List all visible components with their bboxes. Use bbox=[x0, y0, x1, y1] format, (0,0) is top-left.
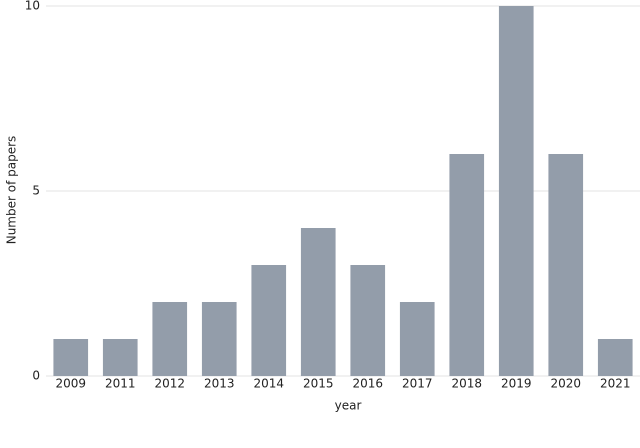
x-tick-label: 2020 bbox=[550, 377, 581, 391]
x-tick-label: 2012 bbox=[154, 377, 185, 391]
x-axis-label: year bbox=[335, 399, 362, 413]
bar bbox=[399, 302, 435, 376]
x-tick-label: 2017 bbox=[402, 377, 433, 391]
x-tick-label: 2019 bbox=[501, 377, 532, 391]
x-tick-label: 2018 bbox=[451, 377, 482, 391]
bar bbox=[350, 265, 386, 376]
bar bbox=[53, 339, 89, 376]
x-tick-label: 2015 bbox=[303, 377, 334, 391]
x-tick-label: 2009 bbox=[55, 377, 86, 391]
y-tick-label: 0 bbox=[32, 369, 40, 383]
x-tick-label: 2013 bbox=[204, 377, 235, 391]
bar bbox=[102, 339, 138, 376]
x-tick-label: 2011 bbox=[105, 377, 136, 391]
bar bbox=[201, 302, 237, 376]
x-tick-label: 2021 bbox=[600, 377, 631, 391]
bar bbox=[251, 265, 287, 376]
y-axis-label: Number of papers bbox=[5, 136, 19, 245]
x-tick-label: 2014 bbox=[253, 377, 284, 391]
bar bbox=[548, 154, 584, 376]
bar bbox=[152, 302, 188, 376]
bar bbox=[449, 154, 485, 376]
x-tick-label: 2016 bbox=[352, 377, 383, 391]
bar bbox=[498, 6, 534, 376]
y-tick-label: 5 bbox=[32, 184, 40, 198]
y-tick-label: 10 bbox=[25, 0, 40, 13]
bar bbox=[300, 228, 336, 376]
bar bbox=[597, 339, 633, 376]
